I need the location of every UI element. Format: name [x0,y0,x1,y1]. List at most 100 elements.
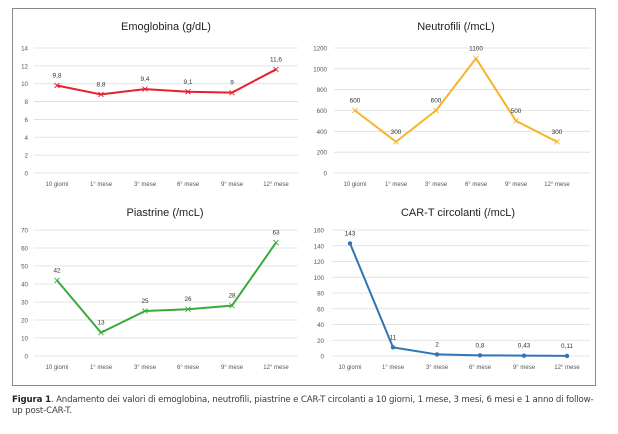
x-tick-label: 12° mese [544,182,570,188]
series-line [56,242,277,334]
x-tick-label: 9° mese [221,182,244,188]
x-tick-label: 6° mese [177,182,200,188]
y-tick-label: 0 [25,354,29,361]
marker-stroke [98,329,104,336]
marker-stroke [273,239,279,246]
marker-stroke [229,89,235,96]
marker-stroke [352,107,358,114]
chart-emoglobina: Emoglobina (g/dL) 0 2 4 6 8 10 12 14 10 giorni 1° … [21,21,298,188]
y-tick-label: 60 [317,306,324,313]
x-tick-label: 12° mese [554,365,580,371]
marker-stroke [473,55,479,62]
x-tick-label: 10 giorni [45,365,68,371]
x-tick-label: 10 giorni [343,182,366,188]
data-label: 300 [552,129,563,136]
y-tick-label: 120 [314,259,325,266]
data-label: 143 [345,230,356,237]
x-tick-label: 3° mese [425,182,448,188]
marker-stroke [98,91,104,98]
y-tick-label: 30 [21,300,28,307]
chart-title: Piastrine (/mcL) [126,207,203,219]
y-tick-label: 0 [25,171,29,178]
data-point [521,353,527,358]
y-tick-label: 6 [25,117,29,124]
data-label: 0,11 [561,343,573,350]
y-tick-label: 40 [317,322,324,329]
marker-stroke [513,118,519,124]
series-line [354,57,558,143]
caption-label: Figura 1 [12,395,51,405]
data-label: 1100 [469,45,483,52]
x-tick-label: 3° mese [134,182,157,188]
x-tick-label: 10 giorni [45,182,68,188]
data-label: 600 [431,98,442,105]
marker-stroke [54,82,60,89]
y-tick-label: 100 [314,275,325,282]
marker-stroke [185,306,191,313]
data-label: 9,8 [53,73,62,80]
data-label: 11,6 [270,56,282,63]
marker-stroke [393,138,399,145]
data-point [554,138,560,145]
y-tick-label: 800 [317,87,328,94]
data-point [473,55,479,62]
x-tick-label: 6° mese [469,365,492,371]
y-tick-label: 80 [317,291,324,298]
data-point [185,88,191,95]
marker-stroke [142,308,148,314]
series-line [56,68,277,96]
data-point [390,345,396,350]
chart-title: Emoglobina (g/dL) [121,21,211,33]
x-tick-label: 1° mese [90,182,113,188]
data-label: 600 [350,98,361,105]
chart-title: Neutrofili (/mcL) [417,21,495,33]
marker-stroke [433,107,439,114]
chart-neutrofili: Neutrofili (/mcL) 0 200 400 600 800 1000 1200 10… [313,21,590,188]
data-point [477,353,483,358]
y-tick-label: 14 [21,46,28,53]
chart-car-t: CAR-T circolanti (/mcL) 0 20 40 60 80 100 120 14… [314,207,590,371]
x-tick-label: 6° mese [465,182,488,188]
figure-caption: Figura 1. Andamento dei valori di emoglo… [12,395,602,417]
y-tick-label: 1000 [313,66,327,73]
data-point [142,86,148,92]
x-tick-label: 1° mese [382,365,405,371]
x-tick-label: 1° mese [90,365,113,371]
y-tick-label: 140 [314,243,325,250]
chart-title: CAR-T circolanti (/mcL) [401,207,515,219]
y-tick-label: 1200 [313,46,327,53]
data-label: 0,43 [518,343,531,350]
y-tick-label: 40 [21,282,28,289]
marker-stroke [273,66,279,73]
data-label: 11 [390,334,397,341]
x-tick-label: 1° mese [385,182,408,188]
data-label: 28 [228,293,236,300]
x-tick-label: 12° mese [263,365,289,371]
data-point [54,277,60,284]
marker-stroke [54,277,60,284]
y-tick-label: 8 [25,99,29,106]
x-tick-label: 3° mese [134,365,157,371]
data-point [433,107,439,114]
data-label: 2 [435,341,439,348]
y-tick-label: 0 [321,354,325,361]
data-point [273,66,279,73]
data-point [393,138,399,145]
x-tick-label: 3° mese [426,365,449,371]
marker-stroke [185,88,191,95]
marker-stroke [229,302,235,309]
y-tick-label: 50 [21,264,28,271]
x-tick-label: 9° mese [505,182,528,188]
data-label: 25 [141,298,149,305]
marker-stroke [142,86,148,92]
data-label: 0,8 [476,342,485,349]
x-tick-label: 9° mese [221,365,244,371]
marker-stroke [554,138,560,145]
figure-frame [12,8,596,386]
y-tick-label: 20 [21,318,28,325]
data-label: 26 [184,296,192,303]
x-tick-label: 10 giorni [338,365,361,371]
chart-piastrine: Piastrine (/mcL) 0 10 20 30 40 50 60 70 10 giorni… [21,207,298,371]
data-label: 9,4 [141,76,150,83]
